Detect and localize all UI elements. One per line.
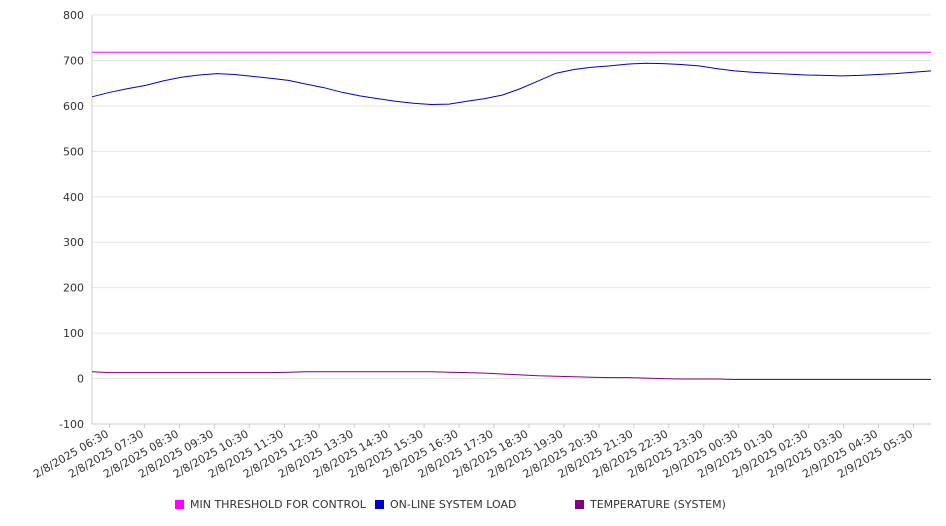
y-tick-label: 200 [63, 282, 84, 295]
y-tick-label: 600 [63, 100, 84, 113]
legend-label-system-load: ON-LINE SYSTEM LOAD [390, 498, 517, 511]
y-axis-ticks: 800 700 600 500 400 300 200 100 0 -100 [59, 9, 84, 431]
y-tick-label: 700 [63, 54, 84, 67]
grid-lines [92, 14, 931, 425]
series-lines [91, 51, 932, 380]
y-tick-label: 100 [63, 327, 84, 340]
legend: MIN THRESHOLD FOR CONTROL ON-LINE SYSTEM… [0, 498, 946, 516]
y-tick-label: 800 [63, 9, 84, 22]
legend-swatch-system-load [375, 500, 384, 509]
legend-item-min-threshold[interactable]: MIN THRESHOLD FOR CONTROL [175, 498, 366, 511]
legend-label-temperature: TEMPERATURE (SYSTEM) [590, 498, 726, 511]
legend-swatch-min-threshold [175, 500, 184, 509]
legend-item-temperature[interactable]: TEMPERATURE (SYSTEM) [575, 498, 726, 511]
x-axis-ticks: 2/8/2025 06:302/8/2025 07:302/8/2025 08:… [31, 424, 915, 481]
legend-item-system-load[interactable]: ON-LINE SYSTEM LOAD [375, 498, 516, 511]
y-tick-label: 300 [63, 236, 84, 249]
series-line-2 [91, 371, 931, 380]
axes [91, 15, 931, 425]
y-tick-label: 500 [63, 145, 84, 158]
legend-swatch-temperature [575, 500, 584, 509]
y-tick-label: 400 [63, 191, 84, 204]
legend-label-min-threshold: MIN THRESHOLD FOR CONTROL [190, 498, 366, 511]
y-tick-label: 0 [77, 373, 84, 386]
series-line-1 [91, 62, 932, 106]
y-tick-label: -100 [59, 418, 84, 431]
